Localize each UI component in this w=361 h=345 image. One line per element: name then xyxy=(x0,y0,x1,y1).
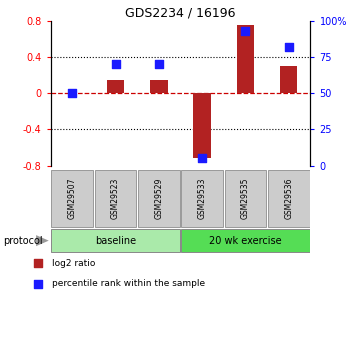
Point xyxy=(35,261,41,266)
Text: percentile rank within the sample: percentile rank within the sample xyxy=(52,279,205,288)
Point xyxy=(156,61,162,67)
Text: GSM29507: GSM29507 xyxy=(68,178,77,219)
Point xyxy=(35,281,41,286)
Bar xyxy=(193,93,211,158)
Point xyxy=(69,90,75,96)
Text: baseline: baseline xyxy=(95,236,136,246)
Polygon shape xyxy=(36,235,49,246)
Bar xyxy=(280,66,297,93)
Bar xyxy=(225,170,266,227)
Point xyxy=(199,156,205,161)
Point xyxy=(286,44,292,50)
Bar xyxy=(181,170,223,227)
Bar xyxy=(51,229,180,252)
Text: GSM29536: GSM29536 xyxy=(284,178,293,219)
Text: GSM29533: GSM29533 xyxy=(198,178,206,219)
Bar xyxy=(268,170,310,227)
Text: GSM29529: GSM29529 xyxy=(155,178,163,219)
Bar xyxy=(181,229,310,252)
Point xyxy=(243,28,248,33)
Text: log2 ratio: log2 ratio xyxy=(52,259,95,268)
Bar xyxy=(95,170,136,227)
Text: protocol: protocol xyxy=(4,236,43,246)
Title: GDS2234 / 16196: GDS2234 / 16196 xyxy=(125,7,236,20)
Text: 20 wk exercise: 20 wk exercise xyxy=(209,236,282,246)
Bar xyxy=(51,170,93,227)
Text: GSM29523: GSM29523 xyxy=(111,178,120,219)
Bar xyxy=(107,80,124,93)
Bar xyxy=(150,80,168,93)
Bar xyxy=(237,25,254,93)
Bar xyxy=(138,170,180,227)
Point xyxy=(113,61,118,67)
Text: GSM29535: GSM29535 xyxy=(241,178,250,219)
